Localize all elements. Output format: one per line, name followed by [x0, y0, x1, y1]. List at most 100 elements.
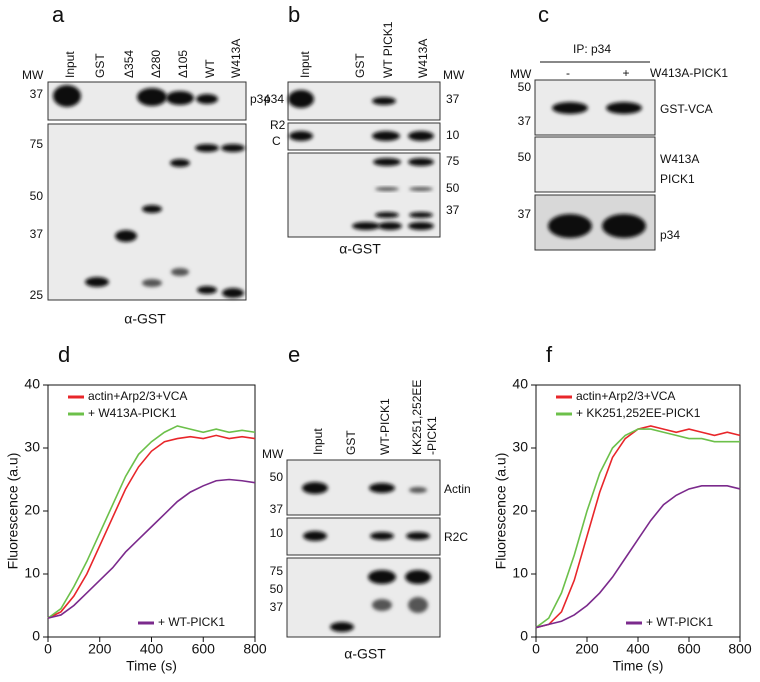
band	[370, 532, 394, 540]
band	[408, 158, 434, 166]
series-line	[47, 478, 256, 619]
band	[352, 222, 380, 230]
lane-label: Δ354	[122, 50, 136, 78]
mw-marker: 10	[446, 128, 460, 142]
band	[221, 144, 245, 152]
mw-marker: 50	[518, 150, 532, 164]
x-tick-label: 800	[243, 641, 267, 657]
band-label: W413A	[660, 152, 699, 166]
x-tick-label: 600	[677, 641, 701, 657]
y-tick-label: 30	[24, 439, 40, 455]
legend-label: actin+Arp2/3+VCA	[88, 389, 187, 403]
band-label: Actin	[444, 482, 471, 496]
blot-footer: α-GST	[339, 241, 381, 257]
series-line	[535, 428, 740, 629]
band	[406, 532, 430, 540]
mw-marker: 75	[270, 564, 284, 578]
blot	[287, 122, 441, 151]
x-tick-label: 800	[728, 641, 752, 657]
band	[552, 102, 588, 114]
mw-marker: 50	[270, 582, 284, 596]
band	[289, 131, 313, 141]
band-label: p34	[264, 92, 284, 106]
band	[372, 599, 392, 611]
legend-label: + WT-PICK1	[158, 615, 225, 629]
x-axis-title: Time (s)	[613, 658, 664, 674]
band	[408, 597, 428, 613]
lane-label: Δ105	[176, 50, 190, 78]
lane-label: W413A	[416, 39, 430, 78]
x-axis-title: Time (s)	[126, 658, 177, 674]
panel-label: c	[538, 2, 549, 27]
band	[195, 144, 219, 152]
band	[85, 277, 109, 287]
y-axis-title: Fluorescence (a.u)	[493, 453, 509, 570]
mw-marker: 37	[270, 502, 284, 516]
line-chart: f 0 200 400 600 800 0 10 20 30 40 Time (s) Fluoresce…	[493, 342, 752, 674]
band	[369, 483, 395, 493]
band	[142, 205, 162, 213]
lane-label: W413A	[229, 39, 243, 78]
band	[222, 288, 244, 298]
band	[115, 230, 137, 242]
band-label: R2C	[444, 530, 468, 544]
band	[303, 531, 327, 541]
lane-label: Input	[63, 51, 77, 78]
series-line	[47, 425, 256, 619]
mw-marker: 75	[30, 137, 44, 151]
x-tick-label: 200	[88, 641, 112, 657]
y-tick-label: 30	[512, 439, 528, 455]
mw-marker: 50	[270, 470, 284, 484]
lane-label: +	[622, 66, 629, 80]
mw-marker: 37	[518, 207, 532, 221]
series-line	[535, 485, 741, 629]
y-axis-title: Fluorescence (a.u)	[5, 453, 21, 570]
lane-label: WT PICK1	[381, 21, 395, 78]
band	[409, 487, 427, 493]
panel-c: c IP: p34 MW - + W413A-PICK1 50 37 GST-V…	[510, 2, 728, 251]
band	[378, 222, 402, 230]
band	[142, 279, 162, 287]
band	[170, 159, 190, 167]
series-line	[47, 434, 256, 619]
band	[53, 85, 81, 107]
band	[330, 622, 354, 632]
band	[137, 88, 167, 106]
blot-footer: α-GST	[344, 646, 386, 662]
mw-marker: 50	[30, 189, 44, 203]
ip-header: IP: p34	[573, 42, 611, 56]
panel-label: b	[288, 2, 300, 27]
y-tick-label: 20	[512, 502, 528, 518]
mw-label: MW	[510, 67, 532, 81]
mw-label: MW	[262, 447, 284, 461]
band	[375, 212, 399, 218]
blot	[287, 81, 441, 121]
lane-label: KK251,252EE	[410, 380, 424, 455]
y-tick-label: 20	[24, 502, 40, 518]
lane-label: -	[566, 66, 570, 80]
band	[405, 570, 431, 584]
panel-label: d	[58, 342, 70, 367]
lane-label: GST	[93, 53, 107, 78]
band-label: GST-VCA	[660, 102, 713, 116]
band	[372, 131, 400, 141]
x-tick-label: 0	[532, 641, 540, 657]
mw-label: MW	[22, 68, 44, 82]
band	[606, 102, 642, 114]
y-tick-label: 0	[32, 628, 40, 644]
panel-b: b Input GST WT PICK1 W413A MW p34 37 R2 …	[264, 2, 465, 257]
x-tick-label: 400	[140, 641, 164, 657]
x-tick-label: 0	[44, 641, 52, 657]
lane-label: -PICK1	[425, 416, 439, 455]
panel-label: f	[546, 342, 553, 367]
y-tick-label: 0	[520, 628, 528, 644]
band	[408, 131, 434, 141]
plot-frame	[47, 384, 256, 638]
lane-title: W413A-PICK1	[650, 66, 728, 80]
mw-marker: 37	[30, 227, 44, 241]
blot-footer: α-GST	[124, 311, 166, 327]
panel-e: e Input GST WT-PICK1 KK251,252EE -PICK1 …	[262, 342, 471, 662]
mw-marker: 50	[518, 80, 532, 94]
band-label: C	[272, 134, 281, 148]
band-label: p34	[250, 92, 270, 106]
